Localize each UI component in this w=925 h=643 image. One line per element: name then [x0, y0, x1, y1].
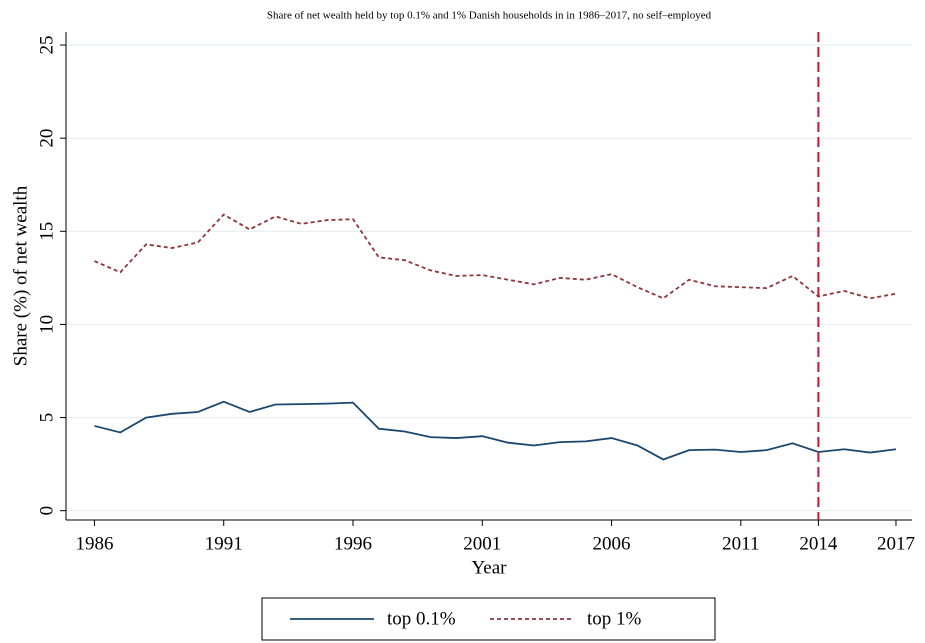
y-tick-label: 5 — [36, 413, 57, 423]
x-tick-label: 1991 — [205, 533, 243, 554]
legend-label: top 1% — [587, 608, 642, 629]
x-tick-label: 2014 — [799, 533, 838, 554]
series-line — [94, 213, 897, 300]
y-axis-title: Share (%) of net wealth — [10, 185, 31, 366]
y-tick-label: 15 — [36, 222, 57, 241]
x-tick-label: 1996 — [334, 533, 372, 554]
y-tick-label: 25 — [36, 36, 57, 55]
y-tick-label: 10 — [36, 315, 57, 334]
y-tick-label: 20 — [36, 129, 57, 148]
x-tick-label: 2017 — [877, 533, 915, 554]
x-tick-label: 1986 — [75, 533, 113, 554]
chart-title: Share of net wealth held by top 0.1% and… — [267, 10, 712, 22]
x-tick-label: 2011 — [722, 533, 759, 554]
y-tick-label: 0 — [36, 506, 57, 516]
x-tick-label: 2001 — [463, 533, 501, 554]
legend-label: top 0.1% — [387, 608, 456, 629]
x-tick-label: 2006 — [593, 533, 631, 554]
x-axis-title: Year — [471, 557, 507, 578]
series-line — [94, 400, 897, 461]
